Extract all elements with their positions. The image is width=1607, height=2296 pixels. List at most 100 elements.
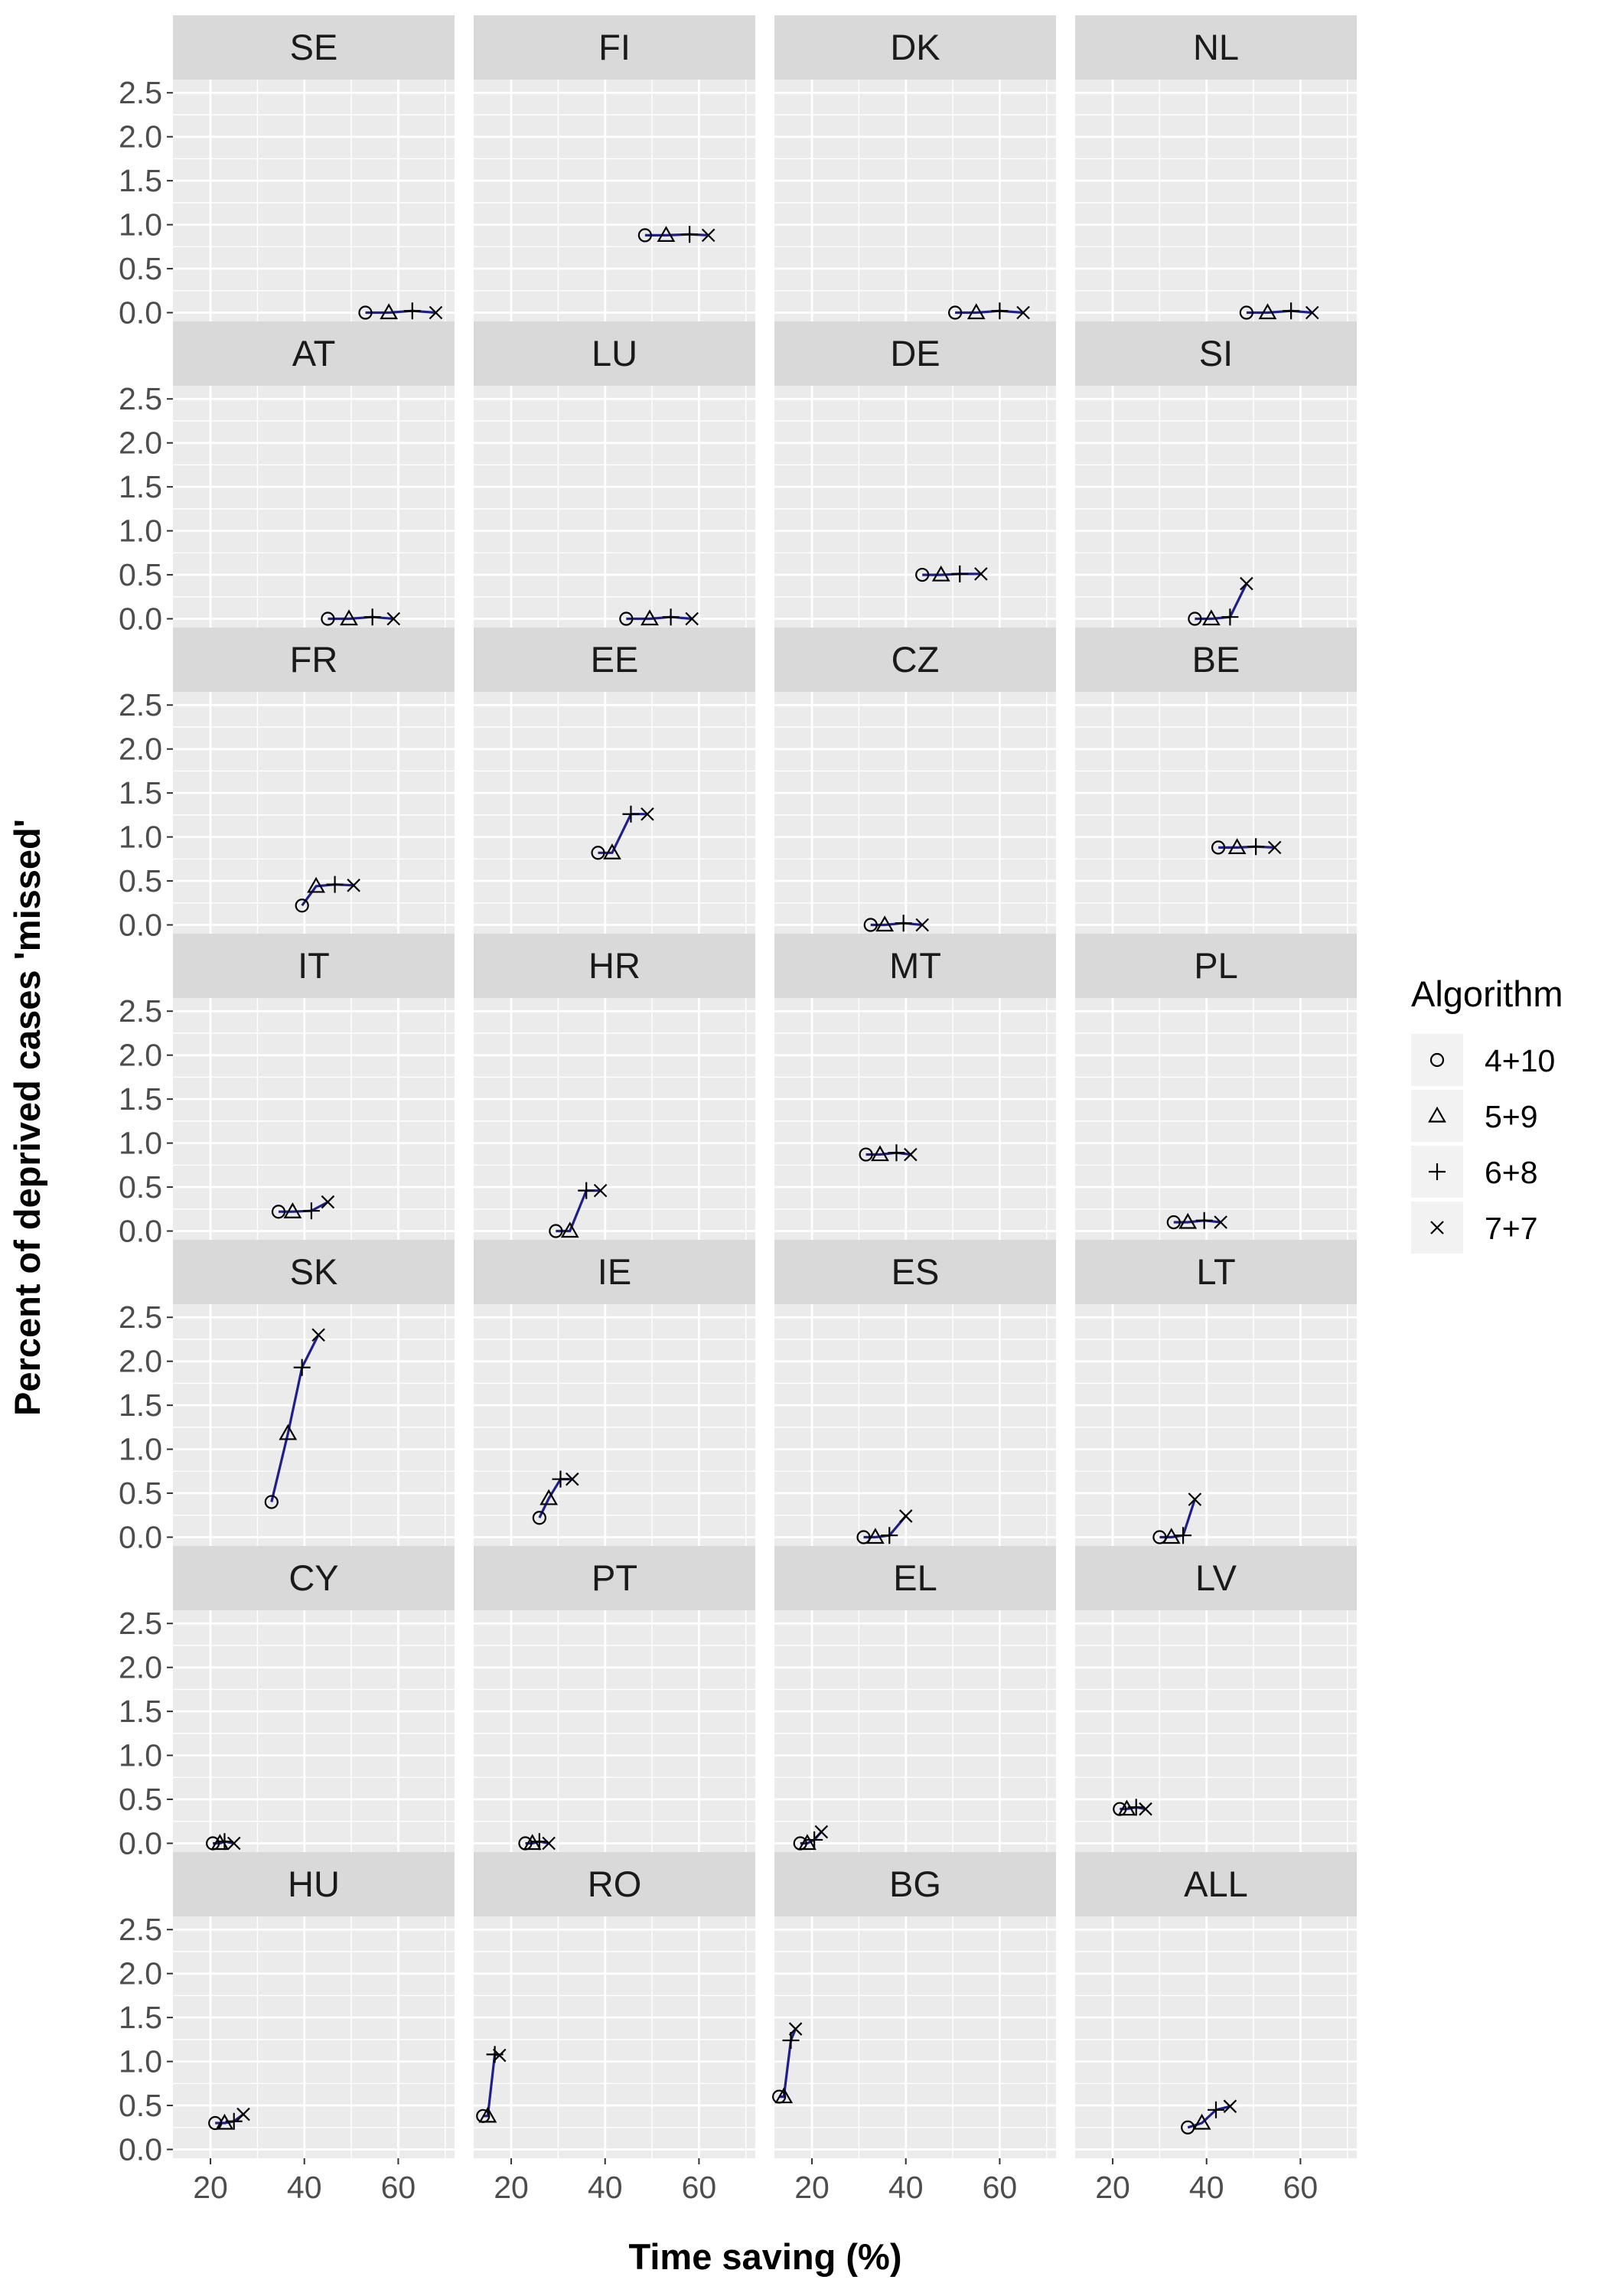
panel-label: ES xyxy=(892,1251,940,1292)
panel-strip xyxy=(173,1852,455,1916)
point-7+7 xyxy=(898,1509,913,1523)
panel-label: NL xyxy=(1193,27,1239,67)
y-tick-label: 0.0 xyxy=(119,295,162,331)
point-6+8 xyxy=(662,608,680,626)
plot-background xyxy=(474,1916,755,2158)
series-line xyxy=(365,309,436,315)
point-5+9 xyxy=(871,1145,889,1162)
panel-el: EL xyxy=(774,1546,1056,1852)
x-axis-title: Time saving (%) xyxy=(629,2236,902,2277)
series-line xyxy=(1173,1219,1221,1224)
point-7+7 xyxy=(685,612,699,626)
panel-pt: PT xyxy=(474,1546,755,1852)
y-tick-label: 1.5 xyxy=(119,1388,162,1423)
y-tick-label: 0.5 xyxy=(119,863,162,899)
point-7+7 xyxy=(1139,1802,1152,1816)
point-6+8 xyxy=(1175,1527,1192,1544)
x-tick-label: 20 xyxy=(1095,2170,1130,2205)
panel-sk: SK 0.0 0.5 1.0 1.5 2.0 2.5 xyxy=(119,1240,455,1555)
point-6+8 xyxy=(1195,1212,1213,1229)
point-6+8 xyxy=(216,1833,233,1851)
point-6+8 xyxy=(1127,1799,1145,1816)
point-6+8 xyxy=(1283,302,1300,320)
y-tick-label: 0.5 xyxy=(119,251,162,286)
panel-be: BE xyxy=(1075,628,1357,934)
point-5+9 xyxy=(283,1202,302,1218)
point-7+7 xyxy=(347,879,360,892)
point-7+7 xyxy=(236,2107,250,2122)
legend-items: 4+10 5+9 6+8 7+7 xyxy=(1411,1034,1555,1254)
y-tick-label: 2.5 xyxy=(119,381,162,416)
series-line xyxy=(1187,2105,1231,2129)
panel-lu: LU xyxy=(474,321,755,628)
plot-background xyxy=(1075,998,1357,1240)
point-4+10 xyxy=(1239,305,1253,320)
point-7+7 xyxy=(904,1147,918,1162)
y-tick-label: 1.0 xyxy=(119,207,162,243)
y-tick-label: 2.0 xyxy=(119,426,162,461)
plot-background xyxy=(173,386,455,628)
plot-background xyxy=(774,80,1056,321)
panel-strip xyxy=(1075,15,1357,80)
panel-strip xyxy=(474,1546,755,1610)
panel-dk: DK xyxy=(774,15,1056,321)
point-5+9 xyxy=(798,1834,817,1851)
y-tick-label: 1.0 xyxy=(119,1432,162,1467)
y-tick-label: 2.0 xyxy=(119,1038,162,1073)
panel-strip xyxy=(1075,934,1357,998)
panel-strip xyxy=(474,15,755,80)
point-5+9 xyxy=(1178,1212,1198,1229)
y-tick-label: 2.5 xyxy=(119,1912,162,1947)
point-5+9 xyxy=(774,2087,794,2104)
series-line xyxy=(644,233,709,236)
plot-background xyxy=(1075,692,1357,934)
point-4+10 xyxy=(1152,1530,1167,1544)
series-line xyxy=(1246,309,1312,315)
point-4+10 xyxy=(1181,2120,1195,2135)
panel-strip xyxy=(173,321,455,386)
panel-it: IT 0.0 0.5 1.0 1.5 2.0 2.5 xyxy=(119,934,455,1249)
panel-strip xyxy=(173,1240,455,1304)
panel-strip xyxy=(173,15,455,80)
panel-label: IE xyxy=(598,1251,631,1292)
panels-layer: SE 0.0 0.5 1.0 1.5 2.0 2.5 FI DK NL AT 0.0 0.5 1.0 1.5… xyxy=(119,15,1357,2205)
panel-all: ALL 20 40 60 xyxy=(1075,1852,1357,2205)
plot-background xyxy=(1075,1610,1357,1852)
x-tick-label: 40 xyxy=(888,2170,924,2205)
plot-background xyxy=(774,386,1056,628)
panel-label: FR xyxy=(290,639,338,680)
point-5+9 xyxy=(279,1424,298,1440)
y-tick-label: 2.5 xyxy=(119,687,162,722)
panel-se: SE 0.0 0.5 1.0 1.5 2.0 2.5 xyxy=(119,15,455,331)
point-4+10 xyxy=(859,1147,873,1162)
point-6+8 xyxy=(225,2112,243,2130)
panel-lv: LV xyxy=(1075,1546,1357,1852)
panel-label: LU xyxy=(592,333,637,373)
point-4+10 xyxy=(915,567,930,582)
y-tick-label: 2.5 xyxy=(119,993,162,1029)
panel-cz: CZ xyxy=(774,628,1056,934)
y-tick-label: 1.0 xyxy=(119,1738,162,1773)
point-7+7 xyxy=(386,612,401,626)
point-6+8 xyxy=(622,805,640,823)
plot-background xyxy=(774,692,1056,934)
panel-strip xyxy=(774,934,1056,998)
point-4+10 xyxy=(619,612,634,626)
panel-ie: IE xyxy=(474,1240,755,1546)
point-4+10 xyxy=(264,1495,279,1509)
y-tick-label: 2.0 xyxy=(119,732,162,767)
panel-strip xyxy=(1075,628,1357,692)
legend-label: 4+10 xyxy=(1485,1043,1555,1078)
point-5+9 xyxy=(340,609,358,626)
y-tick-label: 2.5 xyxy=(119,1300,162,1335)
y-tick-label: 1.5 xyxy=(119,775,162,810)
panel-label: CY xyxy=(288,1557,338,1598)
plot-background xyxy=(474,692,755,934)
point-5+9 xyxy=(966,303,986,320)
y-tick-label: 2.0 xyxy=(119,1650,162,1685)
plot-background xyxy=(474,386,755,628)
plot-background xyxy=(774,998,1056,1240)
x-tick-label: 20 xyxy=(794,2170,830,2205)
series-line xyxy=(626,615,693,621)
series-line xyxy=(922,572,981,576)
